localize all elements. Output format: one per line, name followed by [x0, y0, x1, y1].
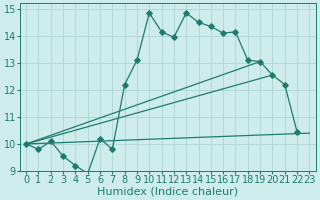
- X-axis label: Humidex (Indice chaleur): Humidex (Indice chaleur): [97, 187, 238, 197]
